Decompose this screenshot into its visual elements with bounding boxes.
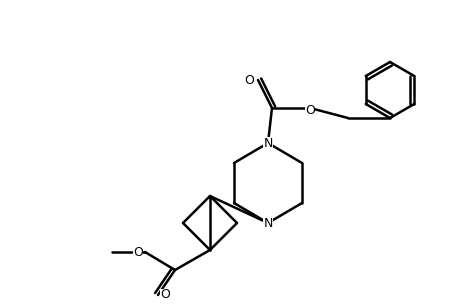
Text: N: N <box>263 217 273 229</box>
Text: N: N <box>263 136 273 149</box>
Text: O: O <box>244 74 254 87</box>
Text: O: O <box>160 289 170 302</box>
Text: O: O <box>133 245 143 258</box>
Text: O: O <box>305 103 315 116</box>
